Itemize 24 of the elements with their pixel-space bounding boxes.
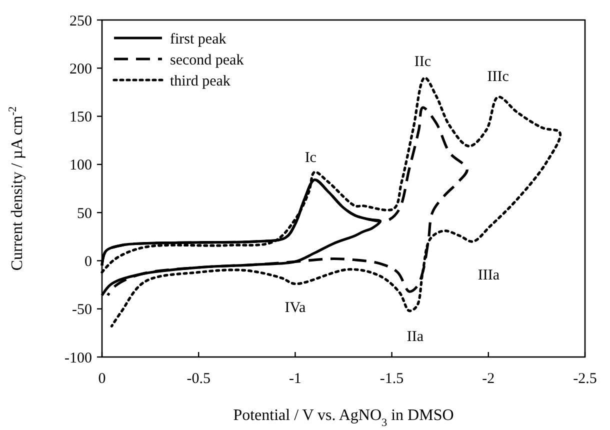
y-tick-label: -50 xyxy=(72,302,92,318)
annotation: IIc xyxy=(414,54,432,70)
annotation: IIIa xyxy=(478,267,500,284)
annotation: IVa xyxy=(284,300,306,316)
y-tick-label: 200 xyxy=(70,61,92,78)
x-tick-label: -0.5 xyxy=(186,371,210,387)
y-tick-label: 100 xyxy=(70,158,92,174)
x-tick-label: -1 xyxy=(288,371,302,387)
x-axis-title: Potential / V vs. AgNO$_{3}$ in DMSO xyxy=(233,407,454,429)
legend-label: first peak xyxy=(170,31,227,48)
x-tick-label: -1.5 xyxy=(380,371,404,387)
annotation: Ic xyxy=(304,150,317,166)
x-tick-label: 0 xyxy=(98,371,106,387)
y-tick-label: 250 xyxy=(70,13,92,30)
y-tick-label: 150 xyxy=(70,110,92,126)
y-tick-label: 50 xyxy=(77,206,92,222)
x-tick-label: -2.5 xyxy=(573,371,597,387)
y-tick-label: 0 xyxy=(84,254,92,270)
y-tick-label: -100 xyxy=(64,350,92,366)
x-tick-label: -2 xyxy=(482,371,495,387)
annotation: IIa xyxy=(406,328,424,345)
legend-label: second peak xyxy=(170,52,244,68)
legend-label: third peak xyxy=(170,73,231,90)
annotation: IIIc xyxy=(487,69,510,86)
